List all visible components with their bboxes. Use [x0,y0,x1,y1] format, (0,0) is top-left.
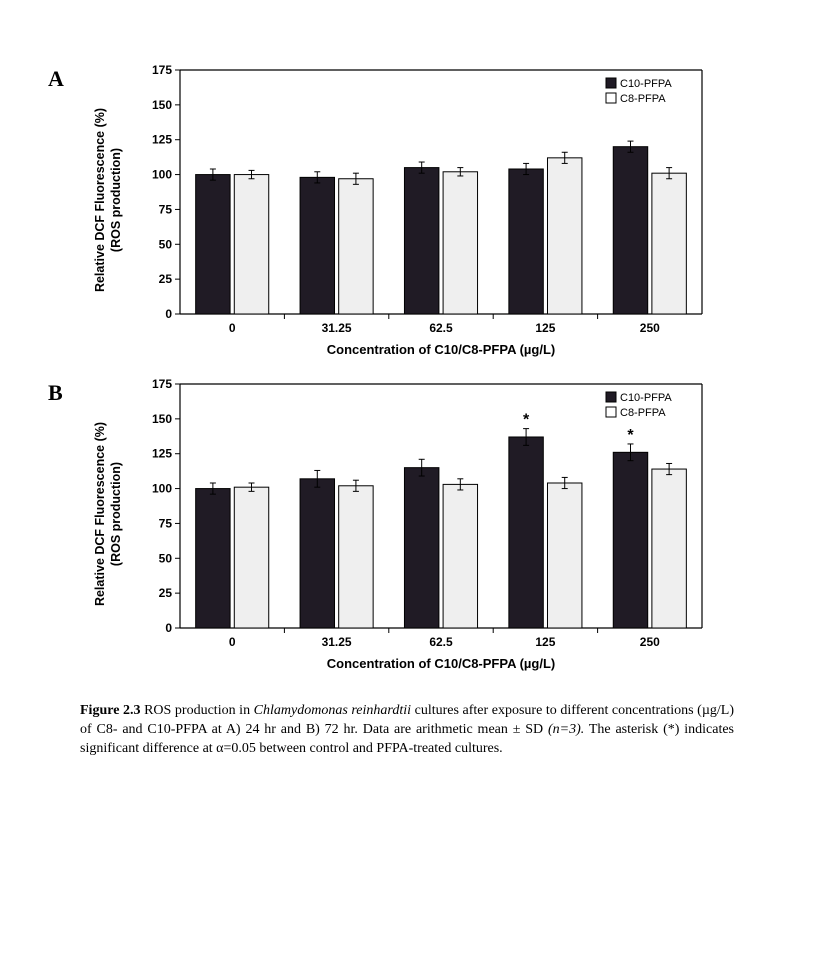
bar [196,489,230,628]
svg-text:250: 250 [640,635,660,649]
svg-text:(ROS production): (ROS production) [109,462,123,566]
panels-container: A Relative DCF Fluorescence (%) (ROS pro… [70,60,744,674]
chart-frame: Relative DCF Fluorescence (%) (ROS produ… [132,374,744,674]
bar [404,468,438,628]
svg-text:25: 25 [159,272,173,286]
svg-text:62.5: 62.5 [429,635,453,649]
svg-text:*: * [523,412,530,429]
bar [339,486,373,628]
bar [613,147,647,314]
svg-text:Relative DCF Fluorescence (%): Relative DCF Fluorescence (%) [93,422,107,606]
svg-text:150: 150 [152,412,172,426]
bar [547,158,581,314]
bar [613,452,647,628]
caption-species: Chlamydomonas reinhardtii [254,703,411,718]
bar [404,168,438,314]
svg-text:125: 125 [535,321,555,335]
bar [300,177,334,314]
legend-label: C8-PFPA [620,407,666,419]
svg-text:0: 0 [229,321,236,335]
caption-text-1: ROS production in [141,703,254,718]
chart-frame: Relative DCF Fluorescence (%) (ROS produ… [132,60,744,360]
svg-text:Relative DCF Fluorescence (%): Relative DCF Fluorescence (%) [93,108,107,292]
chart-svg: 0 25 50 75 100 125 150 175 0 31.25 62.5 125 250 Conce… [132,374,712,674]
figure-caption: Figure 2.3 ROS production in Chlamydomon… [70,702,744,759]
bar [300,479,334,628]
svg-text:62.5: 62.5 [429,321,453,335]
svg-text:125: 125 [152,133,172,147]
legend-swatch [606,407,616,417]
figure-panel: B Relative DCF Fluorescence (%) (ROS pro… [70,374,744,674]
legend-label: C10-PFPA [620,78,672,90]
svg-text:75: 75 [159,516,173,530]
figure-panel: A Relative DCF Fluorescence (%) (ROS pro… [70,60,744,360]
svg-text:0: 0 [165,621,172,635]
svg-text:Concentration of C10/C8-PFPA (: Concentration of C10/C8-PFPA (µg/L) [327,656,556,671]
bar [652,173,686,314]
bar [196,175,230,314]
svg-text:0: 0 [229,635,236,649]
panel-label: B [48,380,63,406]
svg-text:25: 25 [159,586,173,600]
legend-label: C10-PFPA [620,392,672,404]
legend-swatch [606,78,616,88]
svg-text:175: 175 [152,377,172,391]
svg-text:31.25: 31.25 [322,321,352,335]
bar [443,172,477,314]
bar [509,437,543,628]
svg-text:100: 100 [152,482,172,496]
caption-n: (n=3). [548,722,584,737]
svg-text:0: 0 [165,307,172,321]
svg-text:250: 250 [640,321,660,335]
svg-text:50: 50 [159,237,173,251]
legend-swatch [606,392,616,402]
caption-figure-number: Figure 2.3 [80,703,141,718]
svg-text:*: * [627,427,634,444]
y-axis-label: Relative DCF Fluorescence (%) (ROS produ… [88,374,132,674]
svg-text:125: 125 [535,635,555,649]
bar [547,483,581,628]
bar [234,175,268,314]
svg-text:175: 175 [152,63,172,77]
y-axis-label: Relative DCF Fluorescence (%) (ROS produ… [88,60,132,360]
bar [443,484,477,628]
svg-text:150: 150 [152,98,172,112]
page: A Relative DCF Fluorescence (%) (ROS pro… [0,0,814,972]
svg-text:31.25: 31.25 [322,635,352,649]
svg-text:100: 100 [152,168,172,182]
svg-text:75: 75 [159,202,173,216]
svg-text:Concentration of C10/C8-PFPA (: Concentration of C10/C8-PFPA (µg/L) [327,342,556,357]
legend-swatch [606,93,616,103]
bar [234,487,268,628]
bar [339,179,373,314]
chart-svg: 0 25 50 75 100 125 150 175 0 31.25 62.5 125 250 Conce… [132,60,712,360]
bar [509,169,543,314]
bar [652,469,686,628]
svg-text:125: 125 [152,447,172,461]
svg-text:(ROS production): (ROS production) [109,148,123,252]
svg-text:50: 50 [159,551,173,565]
legend-label: C8-PFPA [620,93,666,105]
panel-label: A [48,66,64,92]
